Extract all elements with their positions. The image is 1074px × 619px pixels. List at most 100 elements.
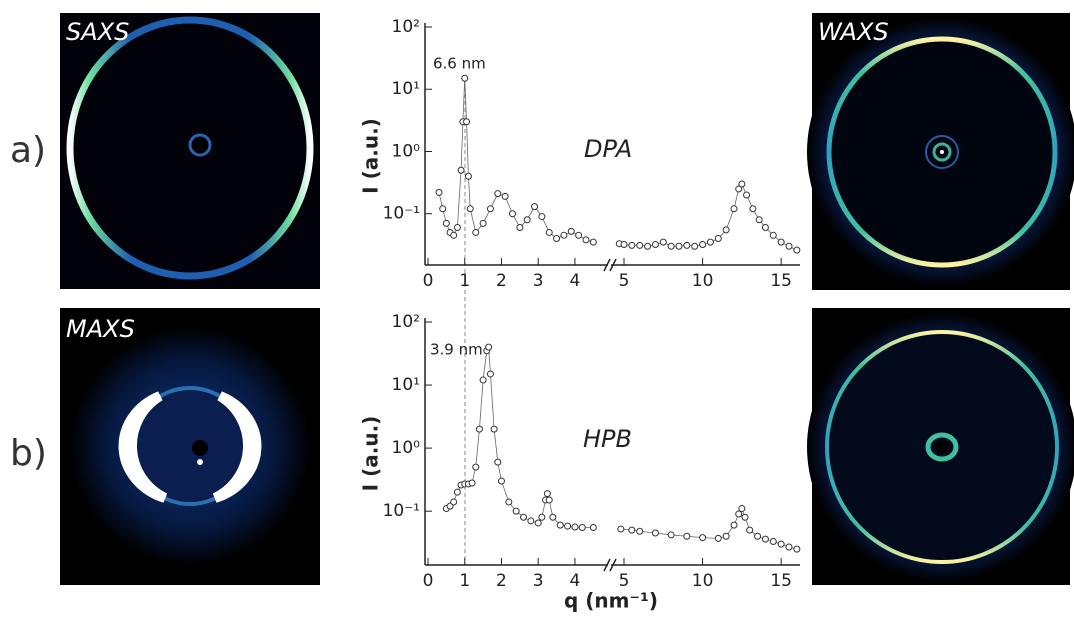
data-point [722, 532, 730, 540]
data-point [735, 185, 743, 193]
data-point [512, 507, 520, 515]
data-point [479, 219, 487, 227]
data-point [793, 545, 801, 553]
center [940, 150, 944, 154]
data-point [564, 522, 572, 530]
y-tick-label: 10² [392, 312, 420, 332]
data-point [549, 513, 557, 521]
data-point [620, 241, 628, 249]
image-label: MAXS [66, 315, 135, 343]
data-point [675, 242, 683, 250]
data-point [743, 191, 751, 199]
x-tick-label: 0 [423, 571, 434, 591]
data-point [636, 527, 644, 535]
beamstop [936, 441, 948, 453]
sample-label: DPA [584, 135, 632, 163]
data-point [628, 241, 636, 249]
panel-label: b) [10, 433, 47, 474]
axis-break [603, 258, 611, 272]
data-point [571, 523, 579, 531]
data-point [651, 529, 659, 537]
inner-ring [925, 135, 959, 169]
x-tick-label: 1 [459, 271, 470, 291]
data-point [578, 524, 586, 532]
data-point [785, 543, 793, 551]
data-point [508, 210, 516, 218]
data-point [534, 519, 542, 527]
data-point [651, 241, 659, 249]
axis-break [603, 558, 611, 572]
data-point [435, 188, 443, 196]
y-tick-label: 10⁻¹ [383, 501, 420, 521]
data-point [543, 490, 551, 498]
data-point [538, 213, 546, 221]
annotation: 3.9 nm [430, 341, 483, 359]
data-point [479, 376, 487, 384]
data-point [475, 425, 483, 433]
center [197, 459, 203, 465]
data-point [769, 231, 777, 239]
data-point [644, 242, 652, 250]
data-point [494, 190, 502, 198]
data-point [464, 172, 472, 180]
data-point [755, 216, 763, 224]
data-point [531, 203, 539, 211]
y-tick-label: 10⁻¹ [383, 204, 420, 224]
x-tick-label: 3 [533, 271, 544, 291]
data-point [575, 231, 583, 239]
data-point [505, 498, 513, 506]
data-point [769, 538, 777, 546]
data-point [777, 238, 785, 246]
data-point [556, 521, 564, 529]
data-point [683, 532, 691, 540]
data-point [494, 458, 502, 466]
series-line [438, 78, 594, 243]
data-point [486, 370, 494, 378]
data-point [461, 74, 469, 82]
saxs-ring [66, 16, 314, 280]
data-point [636, 241, 644, 249]
data-point [699, 534, 707, 542]
data-point [472, 463, 480, 471]
y-tick-label: 10⁰ [392, 141, 421, 161]
data-point [735, 510, 743, 518]
y-tick-label: 10⁰ [392, 438, 421, 458]
annotation: 6.6 nm [433, 55, 486, 73]
data-point [761, 535, 769, 543]
x-tick-label: 10 [692, 571, 714, 591]
y-axis-label: I (a.u.) [359, 118, 383, 194]
data-point [683, 241, 691, 249]
data-point [450, 231, 458, 239]
data-point [516, 224, 524, 232]
y-tick-label: 10¹ [392, 79, 420, 99]
data-point [738, 180, 746, 188]
x-tick-label: 15 [770, 271, 792, 291]
data-point [730, 521, 738, 529]
data-point [793, 246, 801, 254]
axis-break [609, 558, 617, 572]
data-point [667, 531, 675, 539]
x-axis-label: q (nm⁻¹) [564, 589, 658, 613]
data-point [560, 231, 568, 239]
data-point [714, 534, 722, 542]
data-point [538, 513, 546, 521]
data-point [501, 192, 509, 200]
data-point [659, 238, 667, 246]
data-point [699, 241, 707, 249]
data-point [741, 513, 749, 521]
y-tick-label: 10² [392, 17, 420, 37]
data-point [714, 234, 722, 242]
y-axis-label: I (a.u.) [359, 416, 383, 492]
data-point [442, 219, 450, 227]
data-point [746, 526, 754, 534]
data-point [617, 525, 625, 533]
data-point [582, 236, 590, 244]
data-point [520, 513, 528, 521]
x-tick-label: 10 [692, 271, 714, 291]
data-point [628, 526, 636, 534]
data-point [485, 343, 493, 351]
data-point [490, 425, 498, 433]
data-point [450, 498, 458, 506]
data-point [567, 227, 575, 235]
